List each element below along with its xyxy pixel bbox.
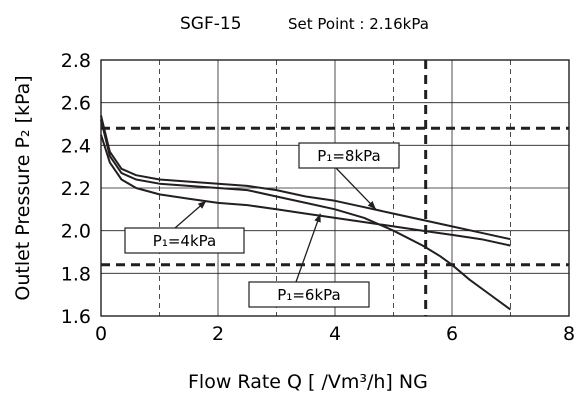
x-tick-label: 0 (95, 323, 107, 345)
y-tick-label: 2.4 (61, 135, 91, 157)
annotation-box (124, 227, 245, 254)
series-line-1 (100, 115, 511, 241)
annotation-arrowhead (197, 200, 207, 209)
annotation-arrowhead (314, 213, 321, 223)
y-tick-label: 2.6 (61, 93, 91, 115)
y-tick-label: 2.2 (61, 178, 91, 200)
annotation-label: P₁=8kPa (317, 147, 380, 165)
annotation-label: P₁=6kPa (277, 286, 340, 304)
y-tick-label: 2.0 (61, 221, 91, 243)
series-line-2 (100, 119, 512, 311)
reference-lines (101, 60, 569, 316)
x-tick-label: 4 (329, 323, 341, 345)
series-layer (100, 115, 512, 311)
annotation-label: P₁=4kPa (153, 232, 216, 250)
grid-layer (101, 60, 569, 316)
y-tick-label: 2.8 (61, 50, 91, 72)
annotation-leader (335, 167, 377, 210)
tick-labels: 1.6 1.8 2.0 2.2 2.4 2.6 2.8 0 2 4 6 8 (61, 50, 575, 345)
annotation-arrowhead (367, 201, 376, 210)
annotation-box (248, 281, 370, 308)
x-tick-label: 6 (446, 323, 458, 345)
series-line-3 (100, 134, 511, 247)
y-tick-label: 1.6 (61, 306, 91, 328)
x-axis-label: Flow Rate Q [ /Vm³/h] NG (188, 371, 428, 393)
x-tick-label: 2 (212, 323, 224, 345)
annotation-layer: P₁=8kPa P₁=4kPa P₁=6kPa (124, 142, 400, 308)
chart-title: SGF-15 (180, 14, 242, 34)
annotation-leader (295, 213, 321, 283)
x-tick-label: 8 (563, 323, 575, 345)
chart-subtitle: Set Point : 2.16kPa (288, 15, 429, 33)
annotation-box (298, 142, 400, 169)
y-tick-label: 1.8 (61, 263, 91, 285)
y-axis-label: Outlet Pressure P₂ [kPa] (12, 75, 34, 300)
